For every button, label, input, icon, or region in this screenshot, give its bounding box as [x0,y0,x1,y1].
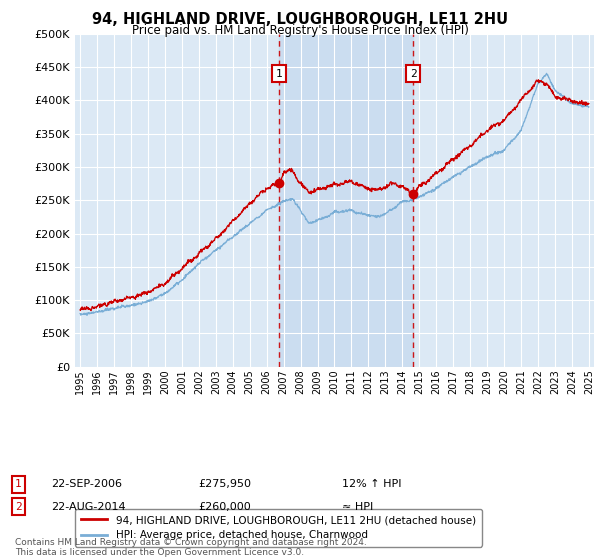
Text: £260,000: £260,000 [198,502,251,512]
Text: 1: 1 [275,68,283,78]
Legend: 94, HIGHLAND DRIVE, LOUGHBOROUGH, LE11 2HU (detached house), HPI: Average price,: 94, HIGHLAND DRIVE, LOUGHBOROUGH, LE11 2… [75,509,482,547]
Text: 94, HIGHLAND DRIVE, LOUGHBOROUGH, LE11 2HU: 94, HIGHLAND DRIVE, LOUGHBOROUGH, LE11 2… [92,12,508,27]
Text: 2: 2 [410,68,416,78]
Text: Contains HM Land Registry data © Crown copyright and database right 2024.
This d: Contains HM Land Registry data © Crown c… [15,538,367,557]
Text: ≈ HPI: ≈ HPI [342,502,373,512]
Text: 1: 1 [15,479,22,489]
Text: 22-SEP-2006: 22-SEP-2006 [51,479,122,489]
Text: 12% ↑ HPI: 12% ↑ HPI [342,479,401,489]
Bar [279,34,413,367]
Text: 22-AUG-2014: 22-AUG-2014 [51,502,125,512]
Text: 2: 2 [15,502,22,512]
Text: £275,950: £275,950 [198,479,251,489]
Text: Price paid vs. HM Land Registry's House Price Index (HPI): Price paid vs. HM Land Registry's House … [131,24,469,36]
